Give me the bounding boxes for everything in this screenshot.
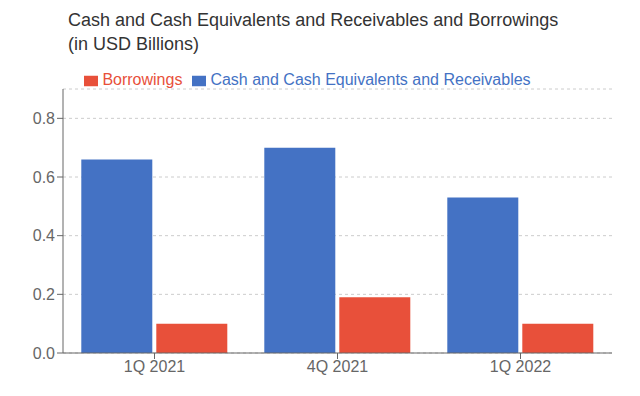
svg-text:0.8: 0.8 [33,110,55,127]
svg-text:0.0: 0.0 [33,345,55,362]
html-text:(in USD Billions): (in USD Billions) [68,34,199,54]
html-text:Cash and Cash Equivalents and: Cash and Cash Equivalents and Receivable… [68,10,559,30]
svg-text:4Q 2021: 4Q 2021 [307,358,368,375]
html-text:Cash and Cash Equivalents and: Cash and Cash Equivalents and Receivable… [210,71,531,88]
svg-text:0.4: 0.4 [33,227,55,244]
svg-text:1Q 2022: 1Q 2022 [490,358,551,375]
svg-text:1Q 2021: 1Q 2021 [124,358,185,375]
html-text:Borrowings: Borrowings [102,71,183,88]
svg-text:0.6: 0.6 [33,169,55,186]
svg-text:0.2: 0.2 [33,286,55,303]
